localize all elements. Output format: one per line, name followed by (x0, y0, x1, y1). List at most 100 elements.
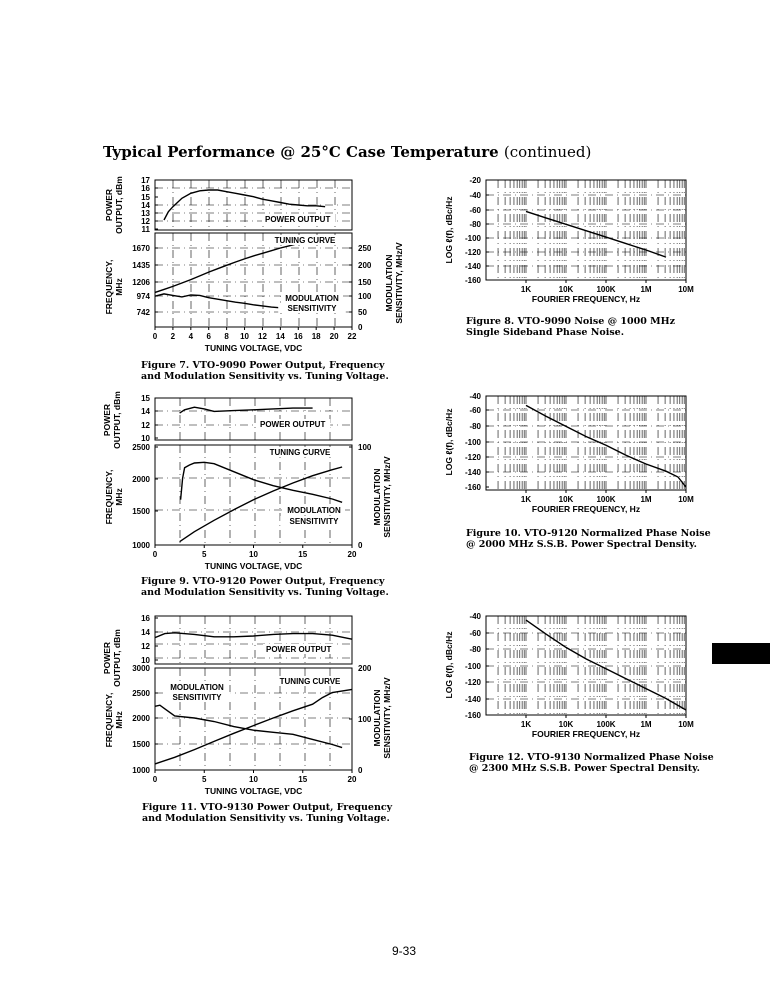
fig7-top-ylabel: OUTPUT, dBm (114, 176, 124, 234)
fig10-x-tick-label: 100K (596, 495, 615, 504)
fig12-phase-noise-line (525, 619, 687, 711)
fig11-left-y-tick-label: 1000 (132, 766, 150, 775)
fig7-xlabel: TUNING VOLTAGE, VDC (205, 343, 302, 353)
fig8-y-tick-label: -20 (469, 176, 481, 185)
fig8-ylabel: LOG ℓ(f), dBc/Hz (444, 197, 454, 264)
fig8-x-tick-label: 1M (640, 285, 651, 294)
fig9-right-y-tick-label: 0 (358, 541, 363, 550)
fig12-ylabel: LOG ℓ(f), dBc/Hz (444, 632, 454, 699)
fig7-x-tick-label: 2 (171, 332, 176, 341)
fig9-right-ylabel: MODULATION (372, 469, 382, 526)
fig10-x-tick-label: 1M (640, 495, 651, 504)
fig9-caption: Figure 9. VTO-9120 Power Output, Frequen… (141, 576, 389, 598)
fig7-right-ylabel: MODULATION (384, 255, 394, 312)
fig7-power-output-label: POWER OUTPUT (265, 215, 330, 224)
fig11-left-ylabel: FREQUENCY, (104, 693, 114, 748)
fig12-x-tick-label: 1M (640, 720, 651, 729)
fig7-panel-label-bg (268, 235, 342, 245)
fig7-x-tick-label: 14 (276, 332, 285, 341)
fig11-right-y-tick-label: 100 (358, 715, 372, 724)
fig11-x-tick-label: 0 (153, 775, 158, 784)
fig9-left-y-tick-label: 1000 (132, 541, 150, 550)
fig8-phase-noise-line (525, 210, 667, 258)
fig7-panel-label: MODULATION (285, 294, 339, 303)
fig9-left-y-tick-label: 1500 (132, 507, 150, 516)
fig9-panel-label: MODULATION (287, 506, 341, 515)
fig7-top-y-tick-label: 16 (141, 184, 150, 193)
fig10-y-tick-label: -140 (465, 468, 482, 477)
fig11-power-output-label-bg (263, 644, 337, 654)
fig10-xlabel: FOURIER FREQUENCY, Hz (532, 504, 640, 514)
fig10-y-tick-label: -60 (469, 406, 481, 415)
fig12-xlabel: FOURIER FREQUENCY, Hz (532, 729, 640, 739)
fig10-phase-noise-line (525, 404, 687, 488)
fig7-panel-label: SENSITIVITY (288, 304, 338, 313)
section-tab-marker (712, 643, 770, 664)
fig7-panel-label-bg (278, 303, 346, 313)
fig11-panel-label-bg (273, 676, 347, 686)
fig7-x-tick-label: 4 (189, 332, 194, 341)
fig10-x-tick-label: 10M (678, 495, 694, 504)
fig11-panel-label: MODULATION (170, 683, 224, 692)
fig11-tuning-curve-line (154, 688, 353, 765)
fig11-x-tick-label: 5 (202, 775, 207, 784)
fig11-top-frame (154, 615, 353, 665)
fig7-left-y-tick-label: 742 (137, 308, 151, 317)
fig9-x-tick-label: 0 (153, 550, 158, 559)
fig9-left-ylabel: MHz (114, 488, 124, 505)
fig8-y-tick-label: -80 (469, 220, 481, 229)
fig9-x-tick-label: 5 (202, 550, 207, 559)
fig11-power-output-line (154, 632, 353, 640)
fig8-frame (485, 179, 687, 281)
fig9-tuning-curve-line (179, 466, 343, 543)
fig7-x-tick-label: 22 (348, 332, 357, 341)
fig9-modulation-sensitivity-line (179, 461, 343, 503)
fig7-caption: Figure 7. VTO-9090 Power Output, Frequen… (141, 360, 389, 382)
fig9-right-ylabel: SENSITIVITY, MHz/V (382, 456, 392, 538)
fig11-right-y-tick-label: 200 (358, 664, 372, 673)
fig8-y-tick-label: -40 (469, 191, 481, 200)
fig7-panel-label-bg (281, 293, 343, 303)
fig11-left-y-tick-label: 1500 (132, 740, 150, 749)
fig9-left-ylabel: FREQUENCY, (104, 470, 114, 525)
fig9-power-output-line (179, 406, 313, 414)
fig12-x-tick-label: 1K (521, 720, 531, 729)
fig11-caption: Figure 11. VTO-9130 Power Output, Freque… (142, 802, 393, 824)
fig7-x-tick-label: 10 (240, 332, 249, 341)
fig11-top-y-tick-label: 10 (141, 656, 150, 665)
fig11-left-y-tick-label: 2500 (132, 689, 150, 698)
fig12-y-tick-label: -60 (469, 629, 481, 638)
fig7-right-y-tick-label: 200 (358, 261, 372, 270)
fig9-top-ylabel: OUTPUT, dBm (112, 391, 122, 449)
fig9-panel-label-bg (263, 447, 337, 457)
fig8-y-tick-label: -140 (465, 262, 482, 271)
heading-continued: (continued) (503, 143, 592, 161)
fig7-x-tick-label: 18 (312, 332, 321, 341)
fig8-xlabel: FOURIER FREQUENCY, Hz (532, 294, 640, 304)
fig9-x-tick-label: 15 (298, 550, 307, 559)
fig11-power-output-label: POWER OUTPUT (266, 645, 331, 654)
page-number: 9-33 (392, 944, 417, 958)
fig8-y-tick-label: -120 (465, 248, 482, 257)
fig10-y-tick-label: -80 (469, 422, 481, 431)
fig7-left-y-tick-label: 1670 (132, 244, 150, 253)
fig9-bottom-frame (154, 444, 353, 546)
fig7-top-y-tick-label: 12 (141, 217, 150, 226)
fig11-left-ylabel: MHz (114, 711, 124, 728)
fig10-y-tick-label: -160 (465, 483, 482, 492)
fig7-right-y-tick-label: 150 (358, 278, 372, 287)
fig7-left-y-tick-label: 974 (137, 292, 151, 301)
fig7-top-y-tick-label: 15 (141, 193, 150, 202)
fig12-x-tick-label: 10K (559, 720, 574, 729)
fig9-top-y-tick-label: 10 (141, 434, 150, 443)
fig11-right-ylabel: MODULATION (372, 690, 382, 747)
heading-main: Typical Performance @ 25°C Case Temperat… (103, 143, 499, 161)
fig7-x-tick-label: 8 (224, 332, 229, 341)
fig11-top-ylabel: OUTPUT, dBm (112, 629, 122, 687)
fig11-right-ylabel: SENSITIVITY, MHz/V (382, 677, 392, 759)
fig8-x-tick-label: 1K (521, 285, 531, 294)
fig9-left-y-tick-label: 2000 (132, 475, 150, 484)
fig9-top-ylabel: POWER (102, 404, 112, 436)
fig7-left-ylabel: MHz (114, 278, 124, 295)
